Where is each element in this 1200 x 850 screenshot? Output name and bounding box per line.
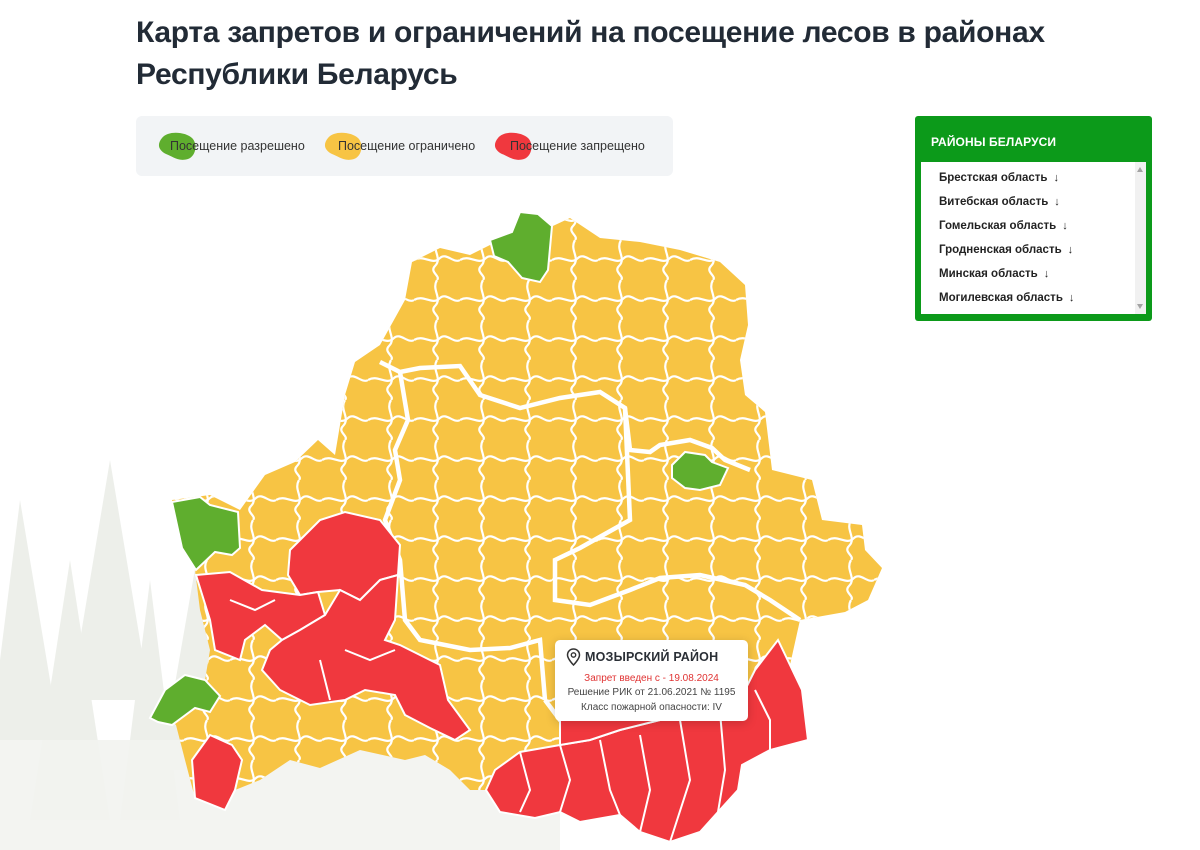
page-title: Карта запретов и ограничений на посещени… <box>136 12 1096 96</box>
region-item-grodno[interactable]: Гродненская область ↓ <box>939 244 1073 256</box>
scroll-up-icon[interactable] <box>1137 167 1143 172</box>
location-pin-icon <box>566 648 581 666</box>
legend-label-allowed: Посещение разрешено <box>170 139 305 153</box>
region-item-vitebsk[interactable]: Витебская область ↓ <box>939 196 1060 208</box>
regions-list[interactable]: Брестская область ↓ Витебская область ↓ Го… <box>921 162 1146 314</box>
tooltip-ban-date: Запрет введен с - 19.08.2024 <box>584 673 719 684</box>
legend-item-limited: Посещение ограничено <box>324 116 475 176</box>
district-tooltip: МОЗЫРСКИЙ РАЙОН Запрет введен с - 19.08.… <box>555 640 748 721</box>
limited-color-swatch <box>324 132 362 160</box>
arrow-down-icon: ↓ <box>1043 268 1050 280</box>
tooltip-fire-class: Класс пожарной опасности: IV <box>581 702 722 713</box>
banned-district-boundaries <box>229 599 771 843</box>
region-item-brest[interactable]: Брестская область ↓ <box>939 172 1059 184</box>
region-label: Могилевская область <box>939 292 1063 304</box>
tooltip-title: МОЗЫРСКИЙ РАЙОН <box>585 650 719 664</box>
allowed-districts <box>148 210 730 727</box>
scroll-down-icon[interactable] <box>1137 304 1143 309</box>
arrow-down-icon: ↓ <box>1054 196 1060 208</box>
arrow-down-icon: ↓ <box>1067 244 1074 256</box>
page-title-line-2: Республики Беларусь <box>136 58 458 91</box>
map-legend: Посещение разрешено Посещение ограничено… <box>136 116 673 176</box>
legend-item-banned: Посещение запрещено <box>494 116 645 176</box>
arrow-down-icon: ↓ <box>1053 172 1060 184</box>
region-label: Витебская область <box>939 196 1049 208</box>
regions-panel: РАЙОНЫ БЕЛАРУСИ Брестская область ↓ Витеб… <box>915 116 1152 321</box>
region-label: Гомельская область <box>939 220 1057 232</box>
legend-label-limited: Посещение ограничено <box>338 139 476 153</box>
region-label: Брестская область <box>939 172 1048 184</box>
region-item-minsk[interactable]: Минская область ↓ <box>939 268 1049 280</box>
allowed-color-swatch <box>158 132 196 160</box>
regions-panel-title: РАЙОНЫ БЕЛАРУСИ <box>931 135 1057 149</box>
page-title-line-1: Карта запретов и ограничений на посещени… <box>136 16 1045 49</box>
region-label: Минская область <box>939 268 1038 280</box>
regions-list-scrollbar[interactable] <box>1135 162 1146 314</box>
legend-label-banned: Посещение запрещено <box>510 139 645 153</box>
region-label: Гродненская область <box>939 244 1062 256</box>
arrow-down-icon: ↓ <box>1062 220 1068 232</box>
tooltip-decision: Решение РИК от 21.06.2021 № 1195 <box>567 687 736 698</box>
region-item-gomel[interactable]: Гомельская область ↓ <box>939 220 1068 232</box>
region-item-mogilev[interactable]: Могилевская область ↓ <box>939 292 1074 304</box>
legend-item-allowed: Посещение разрешено <box>158 116 305 176</box>
arrow-down-icon: ↓ <box>1068 292 1075 304</box>
banned-color-swatch <box>494 132 532 160</box>
